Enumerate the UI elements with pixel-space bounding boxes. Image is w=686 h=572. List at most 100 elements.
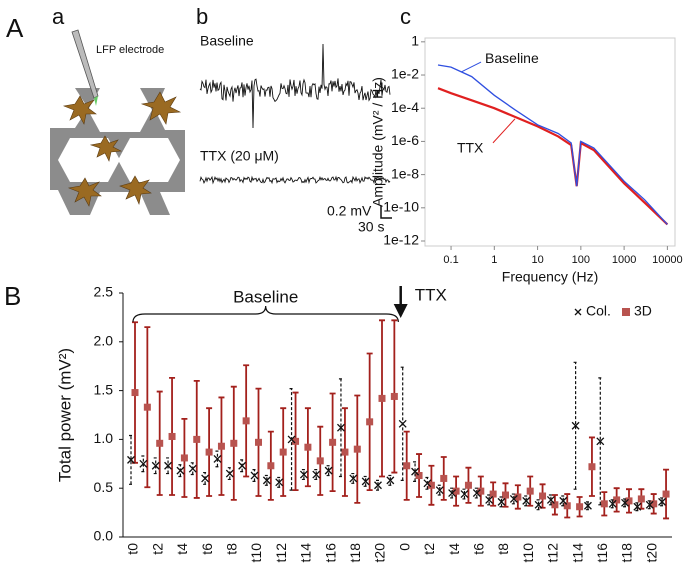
y-tick-label: 1e-2 [391,66,419,82]
marker-square [255,438,262,446]
error-bar [314,469,319,481]
marker-square [180,454,188,462]
marker-square [427,481,435,489]
y-tick-label: 1e-8 [391,165,419,181]
marker-square [366,418,374,426]
legend-label: 3D [634,303,652,319]
y-tick-label: 1e-6 [391,132,419,148]
panel-label: B [4,281,21,311]
marker-x [509,494,518,503]
legend-marker [574,308,582,316]
marker-x [497,497,506,506]
baseline-trace [199,43,391,129]
marker-square [193,435,201,443]
marker-square [477,487,485,495]
marker-square [526,487,534,495]
marker-square [625,497,633,505]
x-tick-label: t20 [372,543,388,563]
y-tick-label: 1e-10 [383,199,419,215]
marker-square [341,448,349,456]
trace-label: TTX (20 μM) [200,148,279,164]
error-bar [462,488,467,500]
marker-square [650,500,658,508]
traces [199,43,391,185]
marker-square [316,457,324,465]
series-label: TTX [457,140,484,156]
x-tick-label: t4 [446,543,462,555]
marker-square [464,481,472,489]
marker-square [143,403,151,411]
annotation: TTX [415,285,447,304]
marker-x [398,419,407,428]
marker-square [156,439,164,447]
marker-square [600,500,608,508]
marker-x [127,455,135,464]
y-tick-label: 1e-4 [391,99,419,115]
y-tick-label: 0.0 [94,528,114,544]
x-tick-label: t10 [248,543,264,563]
x-tick-label: t6 [471,543,487,555]
marker-square [440,474,448,482]
marker-square [292,437,300,445]
series-label: Baseline [485,50,539,66]
marker-x [374,481,382,490]
error-bar [548,494,553,506]
error-bar [351,472,356,484]
error-bar [610,499,615,509]
culture-illustration [50,29,185,215]
y-tick-label: 2.0 [94,333,114,349]
marker-x [336,423,345,432]
marker-x [238,461,247,470]
marker-square [489,490,497,498]
marker-square [378,394,386,402]
marker-square [230,439,238,447]
x-tick-label: 0 [396,543,412,551]
label-pointer [460,61,482,73]
marker-square [452,487,460,495]
electrode-label: LFP electrode [96,44,164,56]
marker-x [411,467,420,476]
y-tick-label: 1.0 [94,430,114,446]
error-bar [647,500,652,510]
marker-x [349,474,358,483]
marker-x [423,479,432,488]
legend-label: Col. [586,303,611,319]
error-bar [561,495,566,507]
x-tick-label: t10 [520,543,536,563]
scale-bar [380,206,392,219]
error-bar [450,487,455,499]
error-bar [413,461,418,482]
plot-frame [424,37,676,247]
x-tick-label: t16 [594,543,610,563]
marker-square [613,496,621,504]
panel-label: c [400,4,411,29]
marker-x [287,435,296,444]
marker-square [514,493,522,501]
x-tick-label: t8 [495,543,511,555]
marker-x [472,489,481,498]
spectrum-line [437,87,669,226]
marker-x [225,469,234,478]
error-bar [487,494,492,506]
panel-label: A [6,13,24,43]
marker-x [324,466,333,475]
marker-square [637,495,645,503]
marker-x [608,499,617,508]
marker-x [299,470,308,479]
marker-x [559,496,568,505]
marker-x [312,470,321,479]
error-bar [129,434,133,485]
scale-label: 30 s [358,219,384,235]
marker-x [386,476,395,485]
marker-x [164,461,173,470]
x-tick-label: t8 [224,543,240,555]
y-tick-label: 1.5 [94,381,114,397]
error-bar [573,361,578,490]
error-bar [301,469,306,481]
annotation: Baseline [233,287,298,306]
error-bar [437,484,442,496]
error-bar [623,498,627,508]
x-tick-label: t14 [298,543,314,563]
error-bar [474,487,479,499]
